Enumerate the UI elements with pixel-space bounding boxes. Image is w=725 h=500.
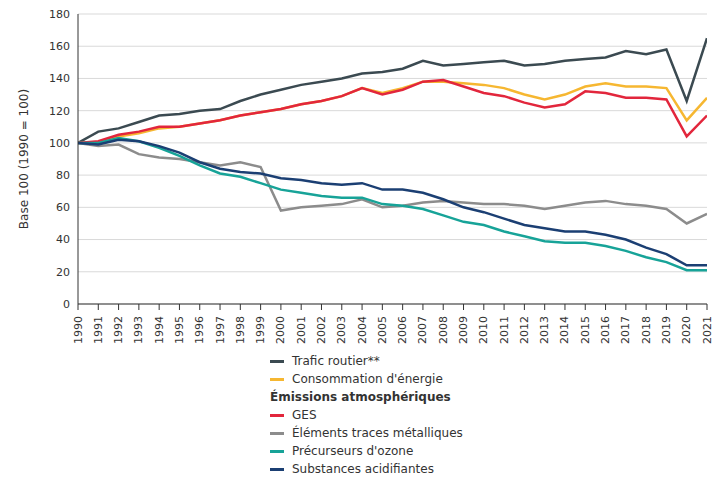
svg-text:80: 80 <box>56 169 70 182</box>
svg-text:40: 40 <box>56 233 70 246</box>
svg-text:1992: 1992 <box>112 316 125 344</box>
svg-text:2011: 2011 <box>498 316 511 344</box>
svg-text:1995: 1995 <box>173 316 186 344</box>
svg-text:2012: 2012 <box>518 316 531 344</box>
svg-text:2010: 2010 <box>477 316 490 344</box>
svg-text:2003: 2003 <box>335 316 348 344</box>
svg-text:140: 140 <box>49 72 70 85</box>
svg-text:2016: 2016 <box>599 316 612 344</box>
html-text:Précurseurs d'ozone: Précurseurs d'ozone <box>292 444 414 458</box>
svg-text:1993: 1993 <box>132 316 145 344</box>
svg-text:2021: 2021 <box>701 316 714 344</box>
svg-text:2007: 2007 <box>416 316 429 344</box>
svg-text:1997: 1997 <box>214 316 227 344</box>
html-text:Trafic routier**: Trafic routier** <box>292 354 380 368</box>
svg-text:2020: 2020 <box>680 316 693 344</box>
svg-text:2017: 2017 <box>619 316 632 344</box>
html-text:Consommation d'énergie: Consommation d'énergie <box>292 372 443 386</box>
svg-text:2018: 2018 <box>640 316 653 344</box>
svg-text:2004: 2004 <box>356 316 369 344</box>
svg-text:60: 60 <box>56 201 70 214</box>
svg-text:1991: 1991 <box>92 316 105 344</box>
html-text:Éléments traces métalliques: Éléments traces métalliques <box>292 426 463 440</box>
html-text:Émissions atmosphériques: Émissions atmosphériques <box>270 390 451 404</box>
svg-text:120: 120 <box>49 105 70 118</box>
svg-text:100: 100 <box>49 137 70 150</box>
svg-text:2009: 2009 <box>457 316 470 344</box>
svg-text:160: 160 <box>49 40 70 53</box>
svg-text:2001: 2001 <box>295 316 308 344</box>
svg-text:1990: 1990 <box>72 316 85 344</box>
svg-text:1994: 1994 <box>153 316 166 344</box>
svg-text:20: 20 <box>56 266 70 279</box>
svg-text:180: 180 <box>49 8 70 21</box>
svg-text:2019: 2019 <box>660 316 673 344</box>
html-text:Substances acidifiantes: Substances acidifiantes <box>292 462 434 476</box>
svg-text:0: 0 <box>63 298 70 311</box>
svg-text:2002: 2002 <box>315 316 328 344</box>
svg-text:1999: 1999 <box>254 316 267 344</box>
svg-text:2006: 2006 <box>396 316 409 344</box>
svg-text:2008: 2008 <box>437 316 450 344</box>
svg-text:Base 100 (1990 = 100): Base 100 (1990 = 100) <box>17 89 31 229</box>
svg-text:2015: 2015 <box>579 316 592 344</box>
svg-text:2014: 2014 <box>558 316 571 344</box>
svg-text:1998: 1998 <box>234 316 247 344</box>
svg-text:2005: 2005 <box>376 316 389 344</box>
svg-text:2000: 2000 <box>274 316 287 344</box>
html-text:GES: GES <box>292 408 317 422</box>
svg-text:2013: 2013 <box>538 316 551 344</box>
svg-text:1996: 1996 <box>193 316 206 344</box>
